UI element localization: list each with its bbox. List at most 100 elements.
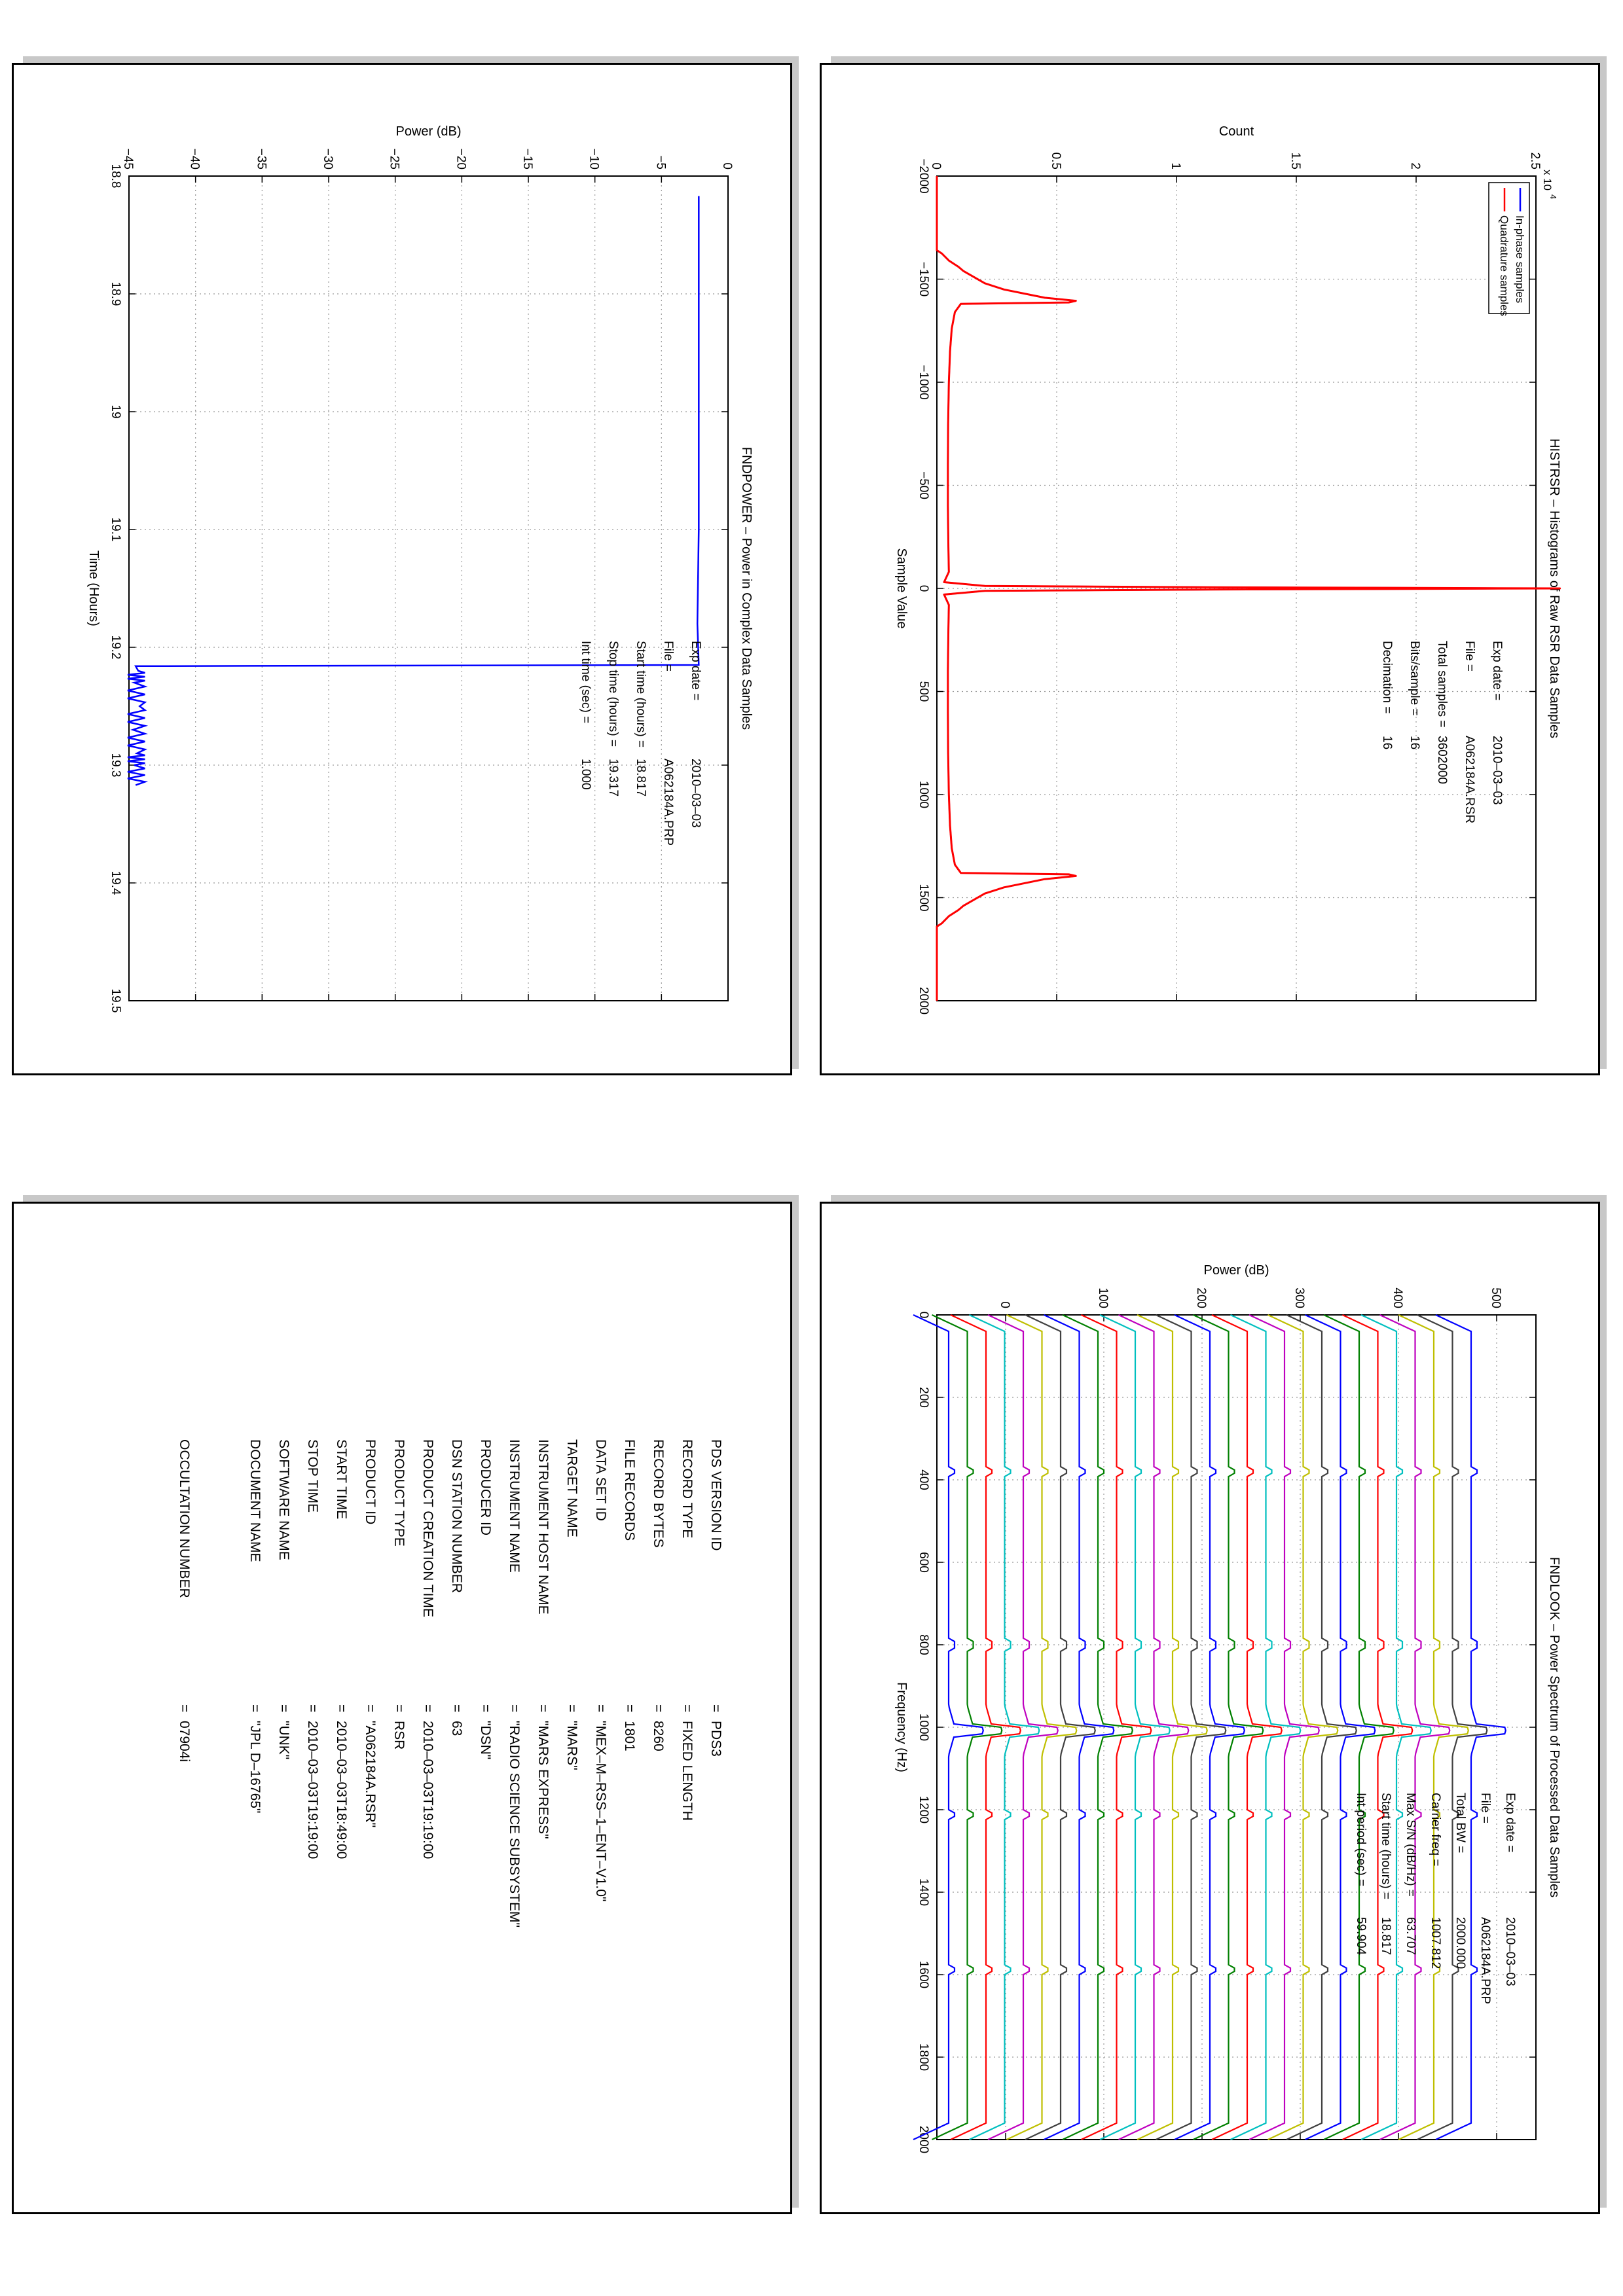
look-series-line	[932, 1314, 1003, 2140]
hist-xtick-label: −1000	[917, 365, 930, 399]
label-rotated-area: PDS VERSION ID = PDS3 RECORD TYPE = FIXED LEN…	[14, 1204, 790, 2212]
label-equals: =	[708, 1704, 723, 1712]
look-series-line	[1062, 1314, 1133, 2140]
label-value: "UNK"	[276, 1721, 291, 1759]
hist-annotation-label: File =	[1463, 641, 1476, 672]
label-panel: PDS VERSION ID = PDS3 RECORD TYPE = FIXED LEN…	[12, 1202, 792, 2214]
label-key: PRODUCER ID	[478, 1439, 493, 1535]
fndlook-chart: 0 200 400 600 800 1000 1200 1400 1600 1800 2000 0 10…	[894, 1263, 1561, 2153]
look-annotation-label: Max S/N (dB/Hz) =	[1404, 1793, 1417, 1897]
hist-ytick-label: 0.5	[1049, 152, 1063, 170]
power-annotation-value: 2010–03–03	[689, 759, 702, 828]
label-value: 8260	[651, 1721, 666, 1751]
hist-legend-label: In-phase samples	[1514, 215, 1526, 303]
look-xtick-label: 2000	[917, 2126, 930, 2153]
label-value: 2010–03–03T19:19:00	[305, 1721, 320, 1859]
hist-annotation-label: Total samples =	[1435, 641, 1449, 728]
label-value: RSR	[392, 1721, 407, 1749]
hist-ytick-label: 2	[1408, 162, 1422, 170]
look-series-line	[1417, 1314, 1488, 2140]
look-xlabel: Frequency (Hz)	[894, 1682, 909, 1772]
look-ytick-label: 300	[1292, 1287, 1306, 1308]
look-xtick-label: 400	[917, 1469, 930, 1490]
look-annotation-value: 2000.000	[1453, 1917, 1467, 1969]
label-equals: =	[392, 1704, 407, 1712]
look-series-line	[1081, 1314, 1152, 2140]
power-ytick-label: −25	[388, 149, 401, 170]
hist-y-exponent: x 10	[1541, 170, 1554, 190]
hist-series-line-quadrature	[936, 176, 1561, 1001]
label-value: 1801	[622, 1721, 637, 1751]
label-equals: =	[651, 1704, 666, 1712]
label-key: DSN STATION NUMBER	[449, 1439, 464, 1593]
look-xtick-label: 1600	[917, 1961, 930, 1988]
label-key: INSTRUMENT HOST NAME	[536, 1439, 551, 1615]
look-series-line	[1156, 1314, 1227, 2140]
hist-xtick-label: 1000	[917, 781, 930, 808]
label-value: "MARS EXPRESS"	[536, 1721, 551, 1839]
hist-annotation-value: 3602000	[1435, 736, 1449, 784]
look-series-line	[969, 1314, 1040, 2140]
hist-xtick-label: 500	[917, 681, 930, 702]
look-annotation-label: Total BW =	[1453, 1793, 1467, 1853]
hist-xtick-label: −500	[917, 471, 930, 499]
power-xtick-label: 19.1	[109, 518, 122, 542]
power-ylabel: Power (dB)	[395, 124, 461, 139]
label-equals: =	[680, 1704, 695, 1712]
look-ytick-label: 500	[1489, 1287, 1503, 1308]
hist-xtick-label: 0	[917, 585, 930, 592]
hist-annotation-value: 2010–03–03	[1490, 736, 1504, 805]
power-xtick-label: 19.5	[109, 989, 122, 1013]
look-xtick-label: 800	[917, 1634, 930, 1655]
look-ytick-label: 200	[1194, 1287, 1208, 1308]
label-equals: =	[478, 1704, 493, 1712]
power-xtick-label: 19.2	[109, 636, 122, 660]
power-ytick-label: −20	[454, 149, 467, 170]
look-series-line	[1137, 1314, 1208, 2140]
label-value: "RADIO SCIENCE SUBSYSTEM"	[507, 1721, 522, 1928]
label-key: INSTRUMENT NAME	[507, 1439, 522, 1573]
power-xlabel: Time (Hours)	[86, 550, 101, 626]
power-xtick-label: 18.9	[109, 282, 122, 306]
power-annotation-value: 18.817	[634, 759, 647, 797]
look-series-line	[1305, 1314, 1376, 2140]
look-series-line	[1398, 1314, 1469, 2140]
label-equals: =	[276, 1704, 291, 1712]
hist-legend-label: Quadrature samples	[1498, 215, 1510, 316]
look-title: FNDLOOK – Power Spectrum of Processed Da…	[1547, 1557, 1561, 1897]
power-annotation-label: Int time (sec) =	[579, 641, 593, 723]
label-value: "MARS"	[564, 1721, 579, 1770]
hist-ytick-label: 1.5	[1288, 152, 1302, 170]
label-key: SOFTWARE NAME	[276, 1439, 291, 1560]
label-equals: =	[536, 1704, 551, 1712]
look-annotation-label: Start time (hours) =	[1379, 1793, 1393, 1899]
label-key: PDS VERSION ID	[708, 1439, 723, 1551]
look-series-line	[950, 1314, 1021, 2140]
look-series-line	[1379, 1314, 1451, 2140]
label-equals: =	[449, 1704, 464, 1712]
label-value: 63	[449, 1721, 464, 1736]
look-xtick-label: 1400	[917, 1878, 930, 1906]
hist-xtick-label: 2000	[917, 987, 930, 1014]
label-value: "A062184A.RSR"	[363, 1721, 378, 1827]
look-xtick-label: 0	[917, 1312, 930, 1319]
power-annotation-label: Exp date =	[689, 641, 702, 700]
look-annotation-label: Int period (sec) =	[1354, 1793, 1368, 1886]
label-value: "MEX–M–RSS–1–ENT–V1.0"	[593, 1721, 608, 1901]
hist-xlabel: Sample Value	[894, 548, 909, 628]
label-value: 2010–03–03T18:49:00	[334, 1721, 349, 1859]
look-series-line	[1044, 1314, 1115, 2140]
label-key: OCCULTATION NUMBER	[177, 1439, 192, 1598]
power-xtick-label: 19	[109, 404, 122, 418]
hist-ytick-label: 1	[1169, 162, 1182, 170]
power-annotation-label: File =	[661, 641, 675, 672]
label-value: "DSN"	[478, 1721, 493, 1759]
power-axes-frame	[128, 175, 729, 1001]
look-series-line	[1286, 1314, 1357, 2140]
look-series-line	[1249, 1314, 1320, 2140]
fndpower-panel: 18.8 18.9 19 19.1 19.2 19.3 19.4 19.5 −45 −40 −35 −…	[12, 63, 792, 1075]
label-equals: =	[247, 1704, 263, 1712]
hist-annotation-value: 16	[1408, 736, 1421, 749]
look-annotation-label: File =	[1478, 1793, 1492, 1823]
label-value: "JPL D–16765"	[247, 1721, 263, 1813]
